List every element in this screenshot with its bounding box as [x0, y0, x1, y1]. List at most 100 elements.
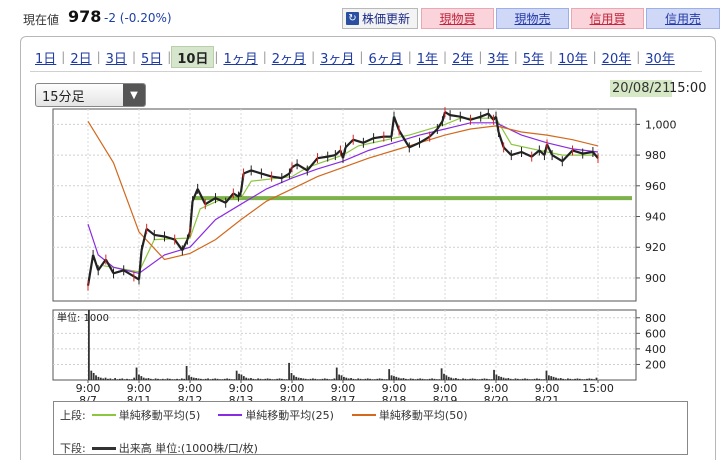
refresh-price-button[interactable]: ↻ 株価更新	[342, 8, 418, 29]
volume-bar	[226, 378, 229, 380]
price-segment	[140, 228, 148, 251]
volume-bar	[307, 379, 310, 380]
tab-period-12[interactable]: 5年	[522, 51, 545, 67]
volume-bar	[512, 379, 514, 380]
volume-bar	[381, 378, 383, 380]
volume-tick-label: 400	[645, 343, 666, 356]
volume-bar	[173, 379, 176, 380]
volume-bar	[142, 377, 145, 380]
legend-upper-label: 上段:	[60, 409, 86, 422]
tab-period-6[interactable]: 2ヶ月	[271, 51, 307, 67]
price-tick-label: 960	[645, 180, 666, 193]
volume-bar	[285, 379, 288, 380]
price-segment	[582, 150, 594, 155]
tab-period-10[interactable]: 2年	[452, 51, 474, 67]
volume-bar	[273, 379, 276, 380]
volume-bar	[514, 378, 517, 380]
tab-period-8[interactable]: 6ヶ月	[368, 51, 403, 67]
price-segment	[271, 175, 282, 180]
volume-bar	[485, 378, 488, 380]
volume-bar	[114, 378, 116, 380]
volume-bar	[257, 378, 259, 380]
volume-bar	[297, 377, 300, 380]
volume-bar	[300, 378, 302, 380]
tab-period-5[interactable]: 1ヶ月	[223, 51, 258, 67]
tab-period-7[interactable]: 3ヶ月	[320, 51, 355, 67]
price-tick-label: 940	[645, 211, 666, 224]
volume-bar	[247, 378, 250, 380]
tab-period-9[interactable]: 1年	[416, 51, 439, 67]
tab-period-4[interactable]: 10日	[171, 46, 215, 68]
volume-bar	[331, 379, 333, 380]
volume-bar	[409, 378, 412, 380]
margin-buy-button[interactable]: 信用買	[571, 8, 644, 29]
volume-bar	[221, 379, 224, 380]
price-segment	[592, 151, 599, 159]
volume-bar	[283, 379, 286, 380]
volume-tick-label: 200	[645, 358, 666, 371]
volume-bar	[388, 369, 391, 380]
volume-bar	[97, 376, 100, 380]
volume-bar	[269, 378, 271, 380]
price-segment	[113, 269, 125, 275]
volume-bar	[552, 376, 555, 380]
volume-bar	[447, 376, 450, 380]
volume-bar	[171, 379, 174, 380]
margin-sell-button[interactable]: 信用売	[646, 8, 720, 29]
volume-bar	[555, 377, 557, 380]
volume-bar	[578, 378, 581, 380]
spot-buy-button[interactable]: 現物買	[421, 8, 494, 29]
volume-bar	[509, 378, 512, 380]
spot-sell-button[interactable]: 現物売	[496, 8, 569, 29]
volume-bar	[383, 379, 386, 380]
volume-bar	[128, 379, 131, 380]
tab-period-15[interactable]: 30年	[645, 51, 675, 67]
volume-bar	[250, 378, 252, 380]
period-tabs: 1日 | 2日 | 3日 | 5日 | 10日 | 1ヶ月 | 2ヶ月 | 3ヶ月 | 6ヶ月 | 1年 | 2年 | 3年…	[30, 44, 680, 70]
tab-period-3[interactable]: 5日	[140, 51, 163, 67]
price-segment	[204, 197, 217, 206]
price-segment	[191, 188, 199, 202]
volume-bar	[309, 378, 312, 380]
quote-bar: 現在値 978 -2 (-0.20%)	[0, 0, 724, 34]
volume-bar	[550, 376, 553, 380]
price-segment	[459, 115, 471, 121]
price-segment	[502, 146, 513, 156]
volume-bar	[278, 378, 281, 380]
volume-bar	[595, 377, 598, 380]
tab-period-1[interactable]: 2日	[70, 51, 92, 67]
volume-bar	[533, 378, 536, 380]
price-segment	[546, 143, 554, 156]
interval-select[interactable]: 15分足 ▼	[35, 83, 146, 107]
period-separator: |	[359, 50, 364, 64]
volume-bar	[364, 378, 367, 380]
volume-bar	[159, 379, 162, 380]
volume-unit-label: 単位: 1000	[57, 311, 109, 324]
tab-period-14[interactable]: 20年	[601, 51, 632, 67]
volume-bar	[195, 378, 198, 380]
volume-bar	[505, 378, 507, 380]
price-segment	[261, 172, 272, 178]
tab-period-13[interactable]: 10年	[558, 51, 588, 67]
legend-item-volume: 出来高 単位:(1000株/口/枚)	[91, 440, 258, 456]
volume-bar	[395, 376, 398, 380]
volume-bar	[590, 378, 593, 380]
tab-period-0[interactable]: 1日	[35, 51, 57, 67]
volume-bar	[104, 377, 107, 380]
volume-bar	[567, 378, 569, 380]
volume-bar	[424, 379, 426, 380]
tab-period-2[interactable]: 3日	[105, 51, 127, 67]
price-segment	[418, 135, 431, 144]
price-segment	[449, 114, 461, 118]
current-price: 978	[68, 7, 102, 26]
volume-bar	[474, 378, 476, 380]
volume-bar	[133, 377, 136, 380]
tab-period-11[interactable]: 3年	[487, 51, 509, 67]
volume-bar	[290, 373, 293, 380]
volume-bar	[138, 374, 140, 380]
volume-bar	[292, 375, 295, 380]
volume-bar	[562, 378, 565, 380]
volume-bar	[88, 310, 90, 380]
price-segment	[436, 120, 444, 130]
volume-bar	[495, 374, 498, 380]
